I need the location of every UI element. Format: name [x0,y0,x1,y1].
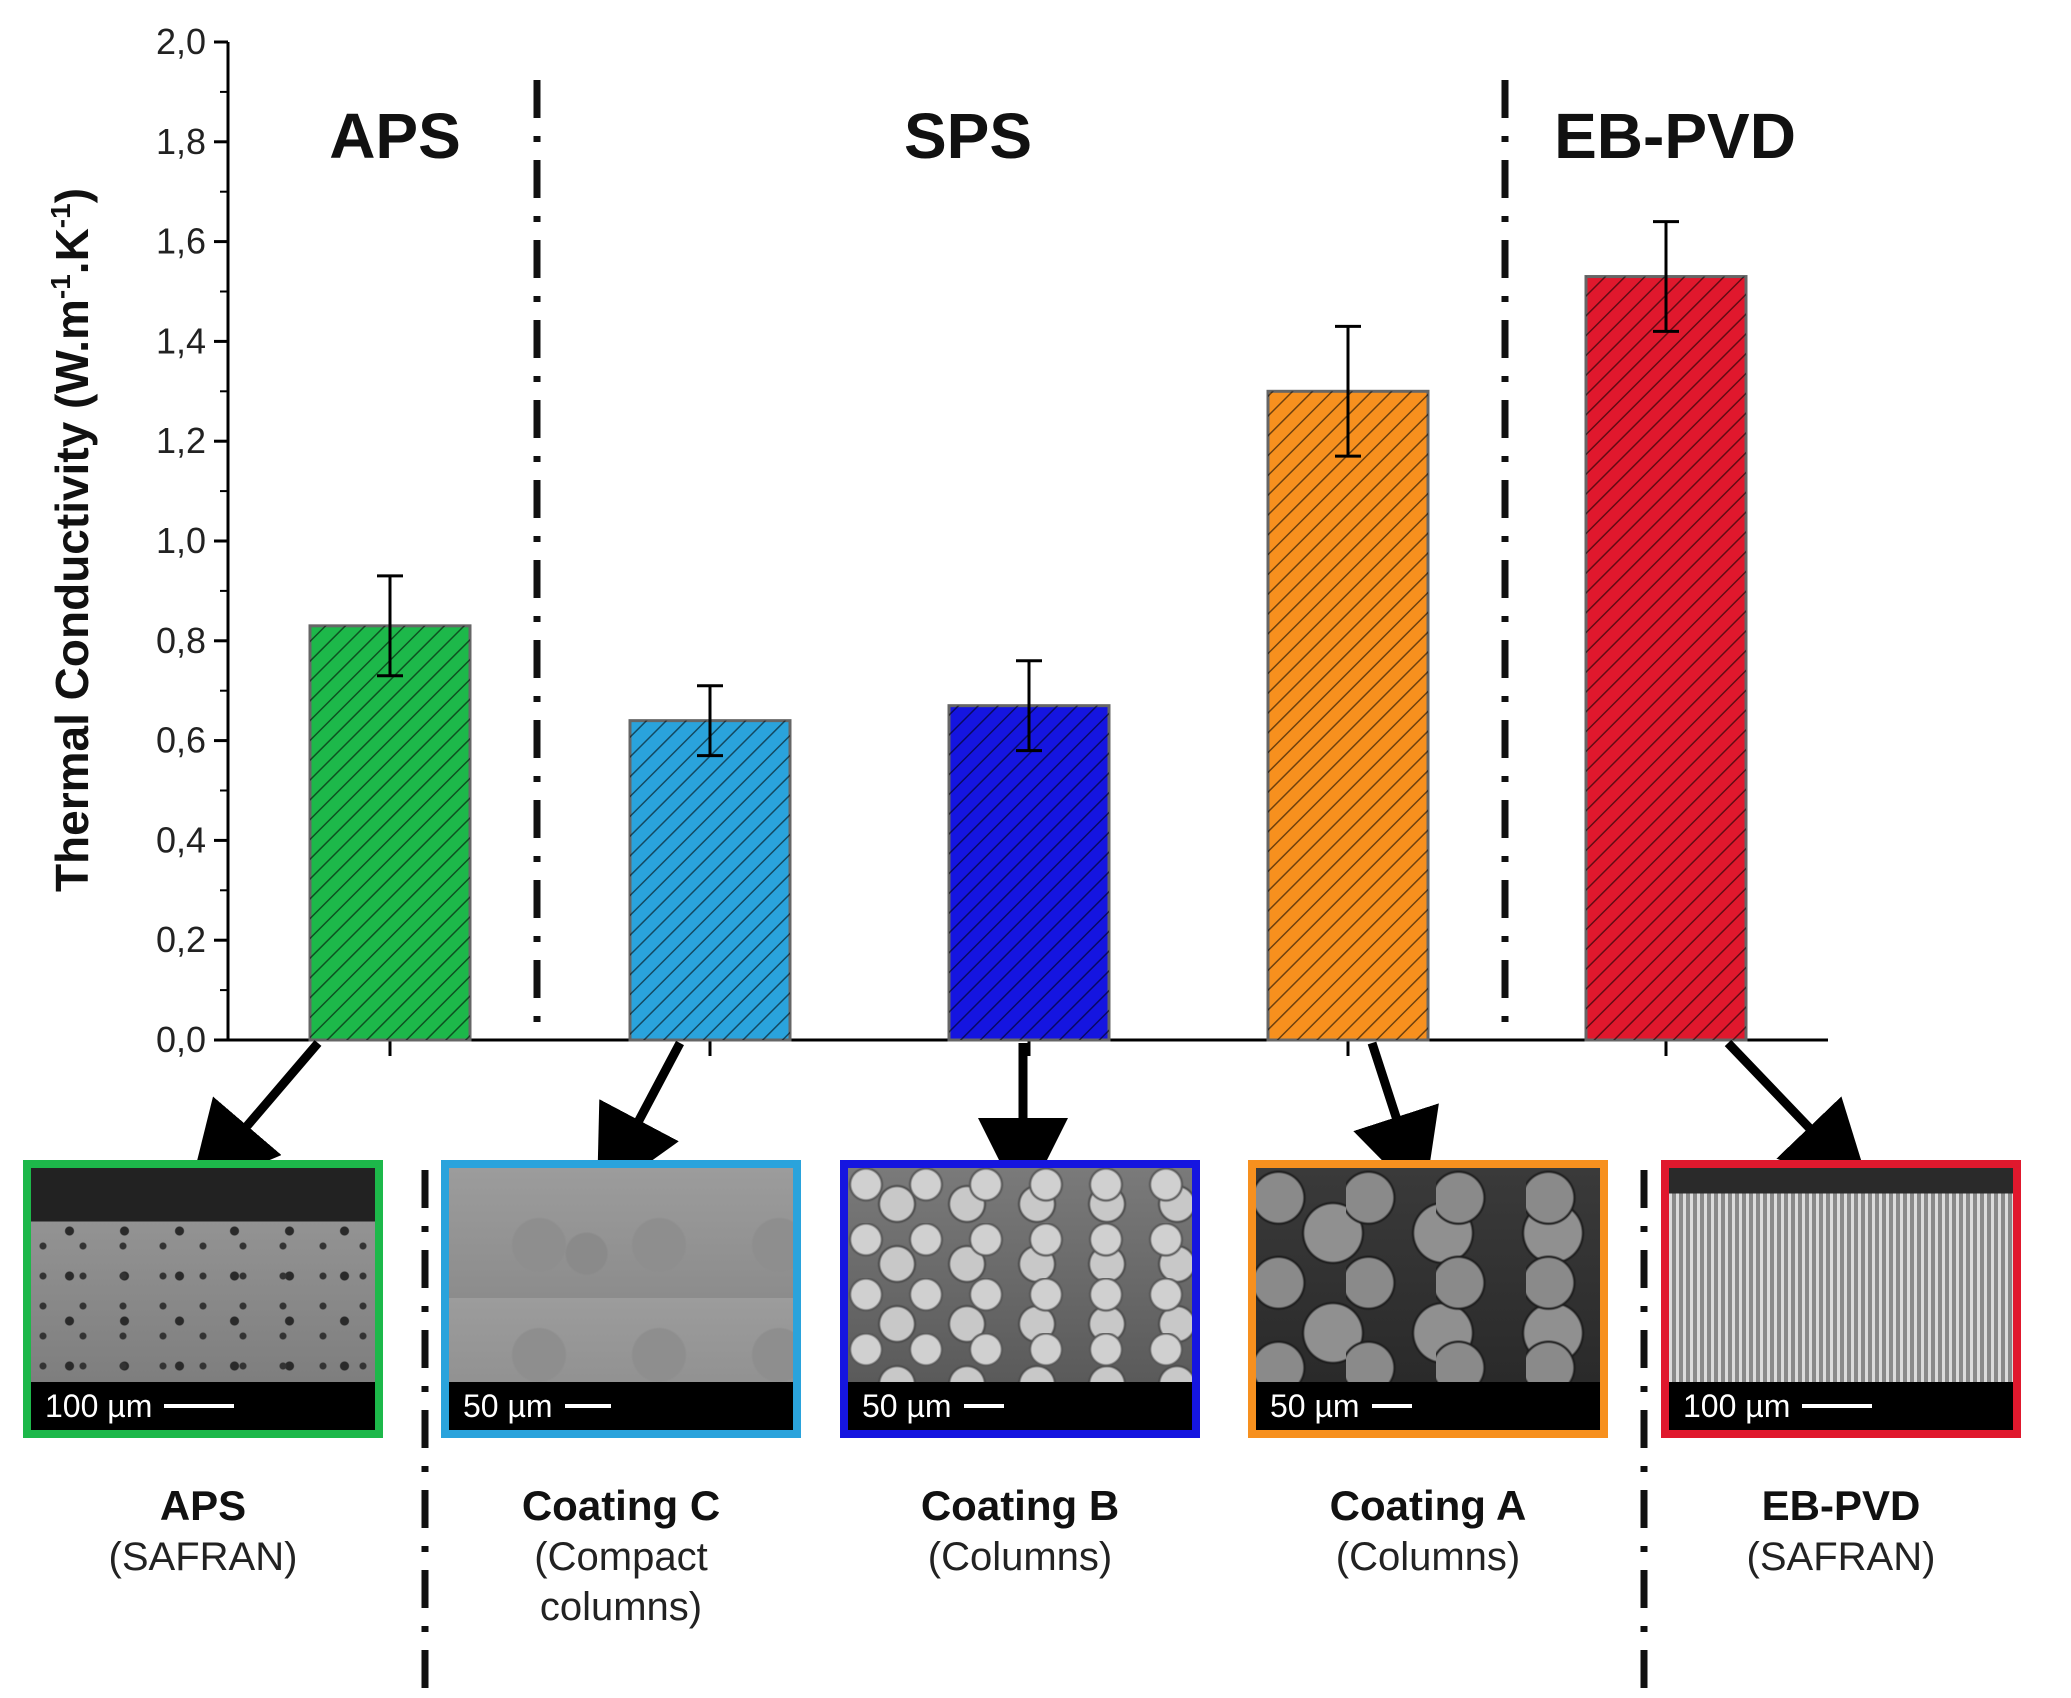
panel-dividers [421,1170,1648,1690]
panel-caption-name: Coating A [1329,1482,1527,1529]
chart-axes: 0,0 0,2 0,4 0,6 0,8 1,0 1,2 1,4 1,6 1,8 2,0 Thermal… [45,21,1828,1060]
chart-labels: APS SPS EB-PVD [329,100,1796,172]
panel-caption: Coating B (Columns) [840,1480,1200,1582]
chart-error-bars [377,220,1679,758]
micrograph-image [1669,1168,2013,1382]
scale-bar-line [1371,1404,1412,1408]
bar-hatch [1586,276,1746,1040]
bar-hatch [630,720,790,1040]
y-tick-label: 1,6 [156,221,206,262]
chart-arrows [188,1039,1872,1208]
y-tick-label: 2,0 [156,21,206,62]
panel-caption: EB-PVD (SAFRAN) [1661,1480,2021,1582]
group-label-eb-pvd: EB-PVD [1554,100,1796,172]
arrow [1353,1041,1439,1203]
y-tick-label: 0,4 [156,819,206,860]
group-label-aps: APS [329,100,461,172]
scale-bar: 50 µm [449,1382,793,1430]
arrow [1724,1039,1872,1193]
panel-caption-desc: (Compact [534,1535,708,1579]
panel-caption-name: APS [159,1482,247,1529]
scale-bar-label: 50 µm [463,1387,553,1424]
chart-bars [308,275,1748,1042]
scale-bar-label: 100 µm [1683,1387,1791,1424]
bar-hatch [310,625,470,1040]
micrograph-panel: 100 µm [1661,1160,2021,1438]
y-tick-label: 0,0 [156,1019,206,1060]
scale-bar-label: 100 µm [45,1387,153,1424]
y-tick-label: 1,0 [156,520,206,561]
micrograph-image [31,1168,375,1382]
scale-bar-line [164,1404,235,1408]
scale-bar: 100 µm [31,1382,375,1430]
scale-bar-line [963,1404,1004,1408]
panel-caption: APS (SAFRAN) [23,1480,383,1582]
micrograph-panel: 50 µm [441,1160,801,1438]
y-tick-label: 0,2 [156,919,206,960]
arrow [188,1040,322,1195]
y-axis-label: Thermal Conductivity (W.m-1.K-1) [45,188,98,892]
panel-caption: Coating A (Columns) [1248,1480,1608,1582]
scale-bar-label: 50 µm [1270,1387,1360,1424]
panel-caption-desc: (SAFRAN) [1746,1535,1936,1579]
panel-caption-desc: columns) [539,1585,703,1629]
scale-bar-line [1802,1404,1873,1408]
micrograph-panel: 50 µm [1248,1160,1608,1438]
arrow [596,1040,684,1200]
scale-bar: 100 µm [1669,1382,2013,1430]
scale-bar: 50 µm [848,1382,1192,1430]
panel-caption-name: EB-PVD [1761,1482,1921,1529]
panel-caption-desc: (SAFRAN) [108,1535,298,1579]
panel-caption-desc: (Columns) [1335,1535,1521,1579]
group-label-sps: SPS [904,100,1032,172]
scale-bar-label: 50 µm [862,1387,952,1424]
panel-caption-name: Coating C [521,1482,721,1529]
micrograph-image [1256,1168,1600,1382]
bar-hatch [1268,391,1428,1040]
scale-bar-line [564,1404,611,1408]
bar-hatch [949,705,1109,1040]
y-tick-label: 1,8 [156,121,206,162]
micrograph-image [449,1168,793,1382]
micrograph-image [848,1168,1192,1382]
panel-caption-name: Coating B [920,1482,1120,1529]
y-tick-label: 0,6 [156,720,206,761]
panel-caption: Coating C (Compact columns) [441,1480,801,1632]
scale-bar: 50 µm [1256,1382,1600,1430]
y-tick-label: 1,4 [156,320,206,361]
micrograph-panel: 100 µm [23,1160,383,1438]
micrograph-panel: 50 µm [840,1160,1200,1438]
panel-caption-desc: (Columns) [927,1535,1113,1579]
y-tick-label: 1,2 [156,420,206,461]
y-tick-label: 0,8 [156,620,206,661]
